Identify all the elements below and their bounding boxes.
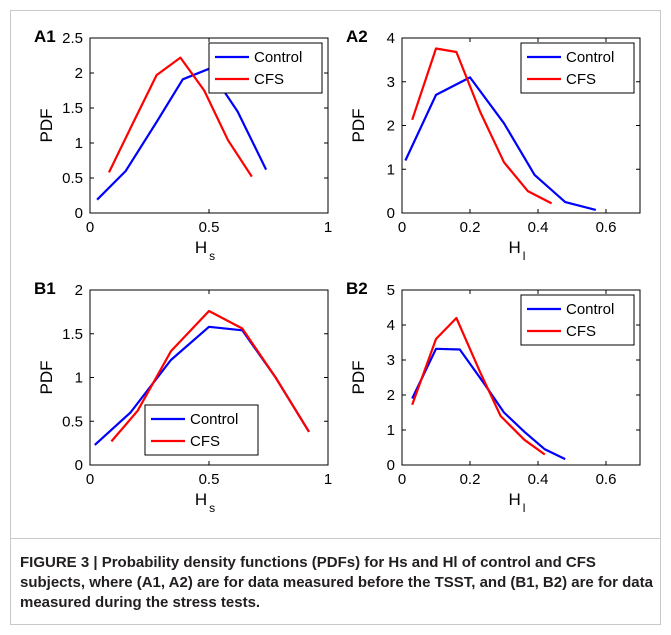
legend-box bbox=[520, 294, 635, 346]
chart-panel-b1: B1 0 0.5 1 0 0.5 1 1.5 2 PDF H s Control CFS bbox=[34, 279, 332, 515]
y-axis-label: PDF bbox=[37, 361, 56, 395]
x-tick-label: 0.4 bbox=[528, 471, 549, 488]
legend-box bbox=[208, 42, 323, 94]
figure-caption: FIGURE 3 | Probability density functions… bbox=[20, 554, 653, 611]
legend-label-control: Control bbox=[566, 301, 614, 318]
y-tick-label: 2 bbox=[75, 65, 83, 82]
legend-label-control: Control bbox=[566, 49, 614, 66]
series-line-control bbox=[404, 76, 597, 211]
legend-label-control: Control bbox=[254, 49, 302, 66]
y-tick-label: 2.5 bbox=[62, 30, 83, 47]
y-tick-label: 2 bbox=[75, 282, 83, 299]
panel-label: A2 bbox=[346, 27, 368, 46]
legend-label-cfs: CFS bbox=[254, 71, 284, 88]
legend-label-control: Control bbox=[190, 411, 238, 428]
y-tick-label: 0.5 bbox=[62, 170, 83, 187]
x-tick-label: 0 bbox=[398, 471, 406, 488]
series-line-cfs bbox=[108, 56, 253, 178]
x-tick-label: 0.5 bbox=[199, 471, 220, 488]
y-tick-label: 0.5 bbox=[62, 413, 83, 430]
y-tick-label: 1 bbox=[387, 161, 395, 178]
chart-panel-b2: B2 0 0.2 0.4 0.6 0 1 2 3 4 5 PDF H l Control CFS bbox=[346, 279, 641, 515]
series-line-control bbox=[411, 347, 566, 461]
series-line-control bbox=[96, 67, 268, 201]
y-tick-label: 0 bbox=[387, 457, 395, 474]
y-tick-label: 0 bbox=[75, 457, 83, 474]
y-tick-label: 1 bbox=[75, 370, 83, 387]
legend: Control CFS bbox=[520, 294, 635, 346]
x-tick-label: 1 bbox=[324, 219, 332, 236]
y-tick-label: 0 bbox=[387, 205, 395, 222]
series-line-cfs bbox=[411, 47, 553, 205]
legend-label-cfs: CFS bbox=[566, 323, 596, 340]
y-tick-label: 1 bbox=[75, 135, 83, 152]
x-tick-label: 0.6 bbox=[596, 219, 617, 236]
chart-panel-a2: A2 0 0.2 0.4 0.6 0 1 2 3 4 PDF H l Control CFS bbox=[346, 27, 641, 263]
y-tick-label: 2 bbox=[387, 118, 395, 135]
panel-label: B1 bbox=[34, 279, 56, 298]
y-axis-label: PDF bbox=[37, 109, 56, 143]
y-axis-label: PDF bbox=[349, 109, 368, 143]
legend-box bbox=[520, 42, 635, 94]
x-tick-label: 0.6 bbox=[596, 471, 617, 488]
plot-grid: A1 0 0.5 1 0 0.5 1 1.5 2 2.5 PDF H s Control CFS A2 0 0.2… bbox=[34, 27, 641, 515]
y-tick-label: 1.5 bbox=[62, 100, 83, 117]
legend-label-cfs: CFS bbox=[566, 71, 596, 88]
series-line-cfs bbox=[110, 309, 310, 443]
x-tick-label: 0.2 bbox=[460, 471, 481, 488]
x-tick-label: 0.4 bbox=[528, 219, 549, 236]
y-tick-label: 1 bbox=[387, 422, 395, 439]
y-tick-label: 2 bbox=[387, 387, 395, 404]
legend: Control CFS bbox=[208, 42, 323, 94]
y-tick-label: 5 bbox=[387, 282, 395, 299]
axes-box bbox=[401, 289, 641, 466]
x-tick-label: 0 bbox=[398, 219, 406, 236]
y-tick-label: 4 bbox=[387, 30, 395, 47]
y-tick-label: 3 bbox=[387, 352, 395, 369]
legend: Control CFS bbox=[144, 404, 259, 456]
x-tick-label: 1 bbox=[324, 471, 332, 488]
legend: Control CFS bbox=[520, 42, 635, 94]
x-tick-label: 0.2 bbox=[460, 219, 481, 236]
series-line-cfs bbox=[411, 316, 546, 456]
legend-label-cfs: CFS bbox=[190, 433, 220, 450]
x-tick-label: 0 bbox=[86, 219, 94, 236]
y-tick-label: 4 bbox=[387, 317, 395, 334]
x-tick-label: 0 bbox=[86, 471, 94, 488]
chart-panel-a1: A1 0 0.5 1 0 0.5 1 1.5 2 2.5 PDF H s Control CFS bbox=[34, 27, 332, 263]
y-tick-label: 0 bbox=[75, 205, 83, 222]
panel-label: B2 bbox=[346, 279, 368, 298]
y-tick-label: 1.5 bbox=[62, 326, 83, 343]
legend-box bbox=[144, 404, 259, 456]
panel-label: A1 bbox=[34, 27, 56, 46]
y-tick-label: 3 bbox=[387, 74, 395, 91]
x-tick-label: 0.5 bbox=[199, 219, 220, 236]
y-axis-label: PDF bbox=[349, 361, 368, 395]
